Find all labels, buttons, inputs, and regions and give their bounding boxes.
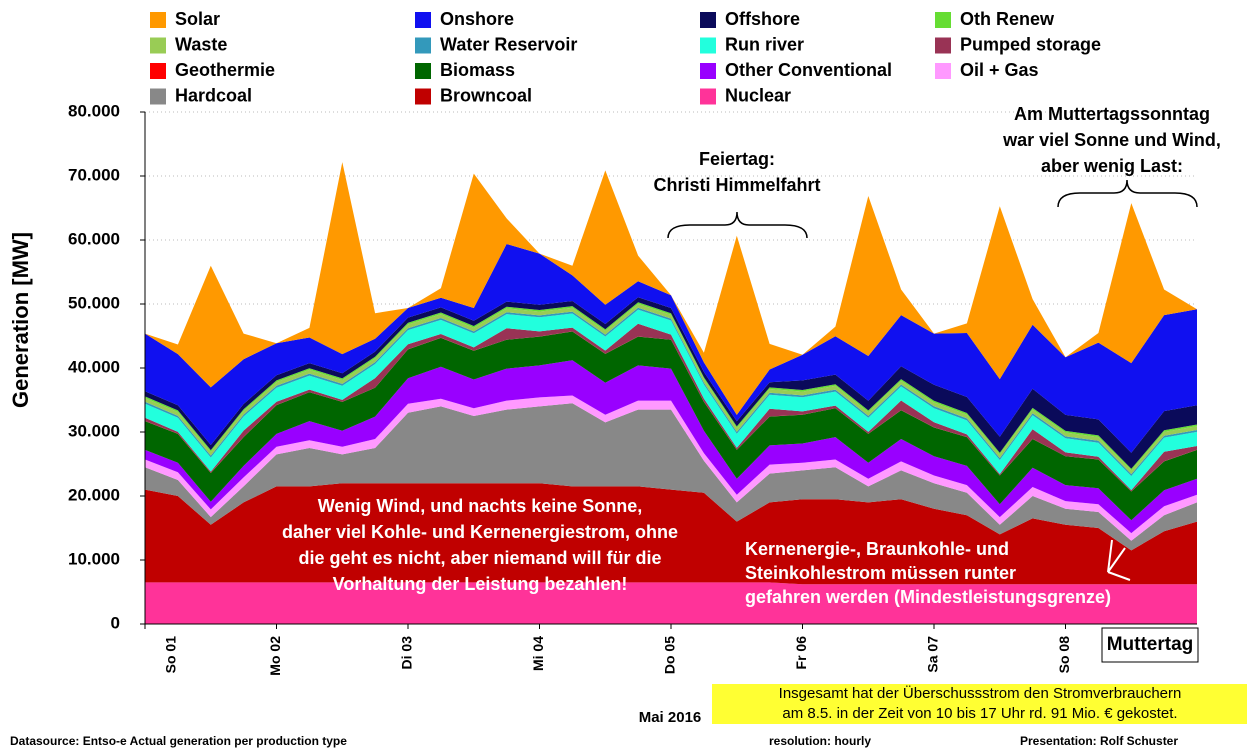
arrow xyxy=(1107,539,1113,573)
annotation: Insgesamt hat der Überschussstrom den St… xyxy=(779,684,1182,702)
y-tick-label: 50.000 xyxy=(68,293,120,312)
arrow xyxy=(1107,547,1126,573)
annotation: Muttertag xyxy=(1107,634,1194,655)
x-tick-label: Mo 02 xyxy=(267,636,283,676)
annotation: gefahren werden (Mindestleistungsgrenze) xyxy=(745,587,1111,607)
annotation: die geht es nicht, aber niemand will für… xyxy=(298,548,661,568)
legend-label: Water Reservoir xyxy=(440,34,577,54)
y-tick-label: 20.000 xyxy=(68,485,120,504)
annotation: Feiertag: xyxy=(699,149,775,169)
y-tick-label: 60.000 xyxy=(68,229,120,248)
legend-label: Other Conventional xyxy=(725,60,892,80)
muttertag-box xyxy=(1101,627,1199,663)
legend-swatch xyxy=(700,63,716,79)
legend-label: Solar xyxy=(175,9,220,29)
annotation: Christi Himmelfahrt xyxy=(653,175,820,195)
legend-label: Onshore xyxy=(440,9,514,29)
area xyxy=(145,162,1197,415)
area xyxy=(145,582,1197,624)
legend-swatch xyxy=(935,63,951,79)
axes xyxy=(140,111,1197,629)
legend-label: Offshore xyxy=(725,9,800,29)
footer: resolution: hourly xyxy=(769,734,871,748)
y-tick-label: 70.000 xyxy=(68,165,120,184)
legend-swatch xyxy=(415,88,431,105)
legend-label: Nuclear xyxy=(725,85,791,105)
annotation: aber wenig Last: xyxy=(1041,156,1183,176)
annotation: am 8.5. in der Zeit von 10 bis 17 Uhr rd… xyxy=(782,705,1177,722)
annotation: Vorhaltung der Leistung bezahlen! xyxy=(333,574,628,594)
legend-swatch xyxy=(935,37,951,54)
x-tick-label: Sa 07 xyxy=(925,636,941,673)
legend-label: Pumped storage xyxy=(960,34,1101,54)
legend-swatch xyxy=(150,63,166,79)
legend-label: Hardcoal xyxy=(175,85,252,105)
x-tick-label: Fr 06 xyxy=(793,636,809,670)
legend-swatch xyxy=(415,12,431,28)
area xyxy=(145,483,1197,585)
annotation: Am Muttertagssonntag xyxy=(1014,104,1210,124)
legend-label: Biomass xyxy=(440,60,515,80)
legend-label: Oth Renew xyxy=(960,9,1055,29)
legend-swatch xyxy=(700,12,716,28)
x-tick-label: Mi 04 xyxy=(530,636,546,671)
x-axis-label: Mai 2016 xyxy=(639,709,702,726)
legend-swatch xyxy=(700,88,716,105)
y-tick-label: 30.000 xyxy=(68,421,120,440)
legend-swatch xyxy=(415,63,431,79)
legend-label: Geothermie xyxy=(175,60,275,80)
footer: Datasource: Entso-e Actual generation pe… xyxy=(10,734,347,748)
y-tick-label: 0 xyxy=(111,613,120,632)
x-tick-label: Do 05 xyxy=(662,636,678,674)
legend-swatch xyxy=(415,37,431,54)
area xyxy=(145,244,1197,453)
legend-swatch xyxy=(935,12,951,28)
legend-swatch xyxy=(150,12,166,28)
area xyxy=(145,403,1197,551)
annotation: war viel Sonne und Wind, xyxy=(1002,130,1221,150)
x-tick-label: So 01 xyxy=(163,636,179,674)
areas xyxy=(145,111,1197,625)
annotation: Steinkohlestrom müssen runter xyxy=(745,563,1016,583)
annotation: Wenig Wind, und nachts keine Sonne, xyxy=(318,496,643,516)
arrow xyxy=(1107,571,1131,581)
y-tick-label: 10.000 xyxy=(68,549,120,568)
legend-swatch xyxy=(150,88,166,105)
legend-label: Browncoal xyxy=(440,85,532,105)
legend-label: Waste xyxy=(175,34,227,54)
brace xyxy=(667,211,808,239)
annotation: daher viel Kohle- und Kernenergiestrom, … xyxy=(282,522,678,542)
annotation: Kernenergie-, Braunkohle- und xyxy=(745,539,1009,559)
y-axis-label: Generation [MW] xyxy=(8,232,33,408)
x-tick-label: Di 03 xyxy=(399,636,415,670)
legend-label: Run river xyxy=(725,34,804,54)
x-tick-label: So 08 xyxy=(1056,636,1072,674)
footer: Presentation: Rolf Schuster xyxy=(1020,734,1178,748)
legend-swatch xyxy=(700,37,716,54)
note-box xyxy=(712,684,1247,724)
y-tick-label: 80.000 xyxy=(68,101,120,120)
y-tick-label: 40.000 xyxy=(68,357,120,376)
legend-label: Oil + Gas xyxy=(960,60,1039,80)
legend-swatch xyxy=(150,37,166,54)
area xyxy=(145,360,1197,534)
brace xyxy=(1057,179,1198,208)
